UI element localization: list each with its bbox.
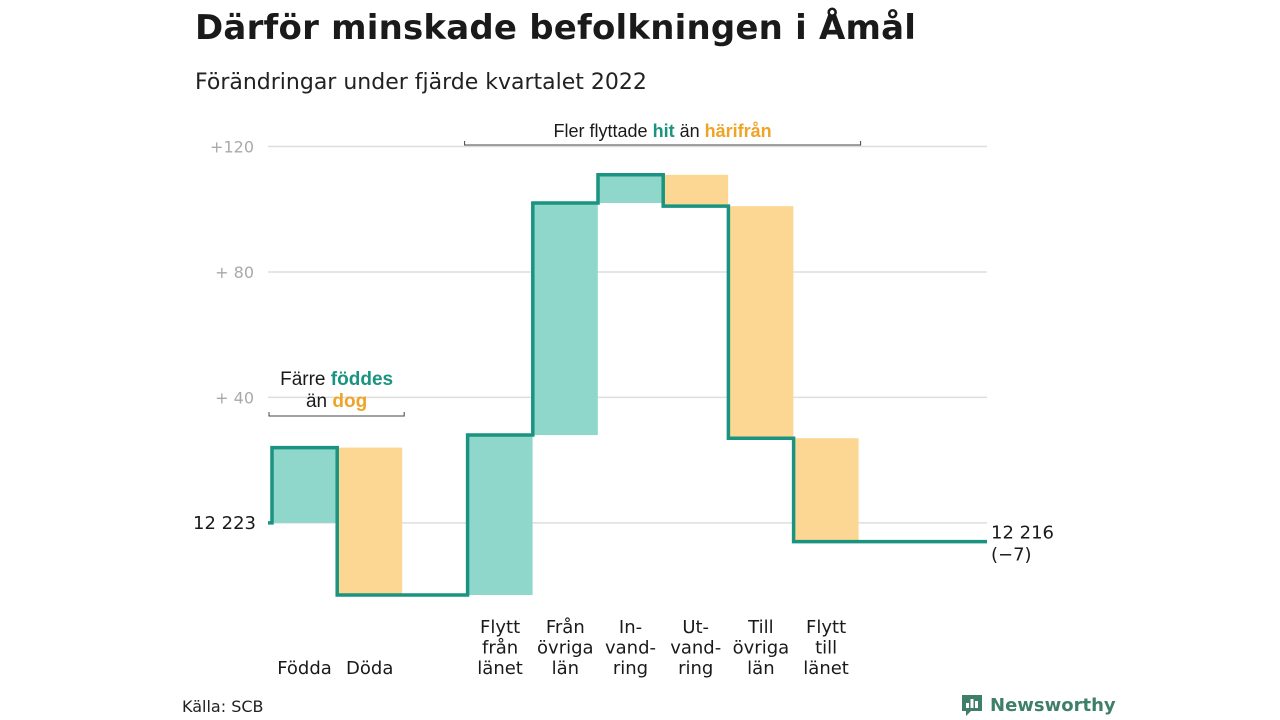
brand-name: Newsworthy xyxy=(990,694,1116,716)
annotation-text: än dog xyxy=(306,391,367,412)
waterfall-bar xyxy=(272,447,337,523)
y-tick-label: + 80 xyxy=(215,263,254,282)
x-category-label: till xyxy=(815,638,837,659)
x-category-label: övriga xyxy=(733,638,790,659)
x-category-label: vand- xyxy=(605,638,656,659)
x-category-label: vand- xyxy=(670,638,721,659)
annotation-segment: Färre xyxy=(280,369,331,390)
x-category-label: Till xyxy=(747,617,773,638)
x-category-label: Flytt xyxy=(480,617,520,638)
end-value-label: 12 216 xyxy=(991,523,1054,544)
waterfall-bar xyxy=(793,438,859,542)
waterfall-bar xyxy=(663,174,729,207)
x-category-label: län xyxy=(747,658,774,679)
x-category-label: ring xyxy=(613,658,648,679)
brand-logo: Newsworthy xyxy=(960,692,1116,718)
y-tick-label: + 40 xyxy=(215,388,254,407)
x-category-label: In- xyxy=(619,617,642,638)
x-category-label: länet xyxy=(803,658,849,679)
x-category-label: Från xyxy=(546,617,585,638)
waterfall-bar xyxy=(337,447,403,595)
y-tick-label: +120 xyxy=(210,138,254,157)
x-category-label: övriga xyxy=(537,638,594,659)
x-category-label: Flytt xyxy=(806,617,846,638)
waterfall-bar xyxy=(728,206,794,439)
x-category-label: från xyxy=(482,638,518,659)
waterfall-bar xyxy=(598,174,663,203)
bar-chart-speech-bubble-icon xyxy=(962,695,982,716)
x-category-label: Döda xyxy=(346,658,393,679)
annotation-segment: än xyxy=(306,391,332,412)
annotation-segment: föddes xyxy=(331,369,393,390)
x-category-label: län xyxy=(552,658,579,679)
annotation-segment: dog xyxy=(332,391,367,412)
annotation-segment: hit xyxy=(653,121,675,141)
waterfall-bars xyxy=(272,174,859,595)
running-total-line xyxy=(268,173,987,597)
x-category-label: Födda xyxy=(277,658,332,679)
end-value-label: (−7) xyxy=(991,545,1032,566)
waterfall-bar xyxy=(532,202,598,436)
x-category-label: länet xyxy=(477,658,523,679)
waterfall-bar xyxy=(467,435,533,595)
annotation-segment: Fler flyttade xyxy=(554,121,653,141)
chart-title: Därför minskade befolkningen i Åmål xyxy=(195,8,917,48)
annotation-text: Färre föddes xyxy=(280,369,393,390)
annotation-segment: än xyxy=(675,121,705,141)
annotation-bracket xyxy=(268,412,405,417)
running-total-path xyxy=(268,173,987,597)
start-value-label: 12 223 xyxy=(193,513,256,534)
x-category-label: Ut- xyxy=(682,617,709,638)
source-note: Källa: SCB xyxy=(182,697,264,716)
annotation-text: Fler flyttade hit än härifrån xyxy=(554,121,772,141)
annotation-segment: härifrån xyxy=(705,121,772,141)
chart-subtitle: Förändringar under fjärde kvartalet 2022 xyxy=(195,70,647,95)
x-category-label: ring xyxy=(678,658,713,679)
annotation-bracket xyxy=(464,141,862,146)
